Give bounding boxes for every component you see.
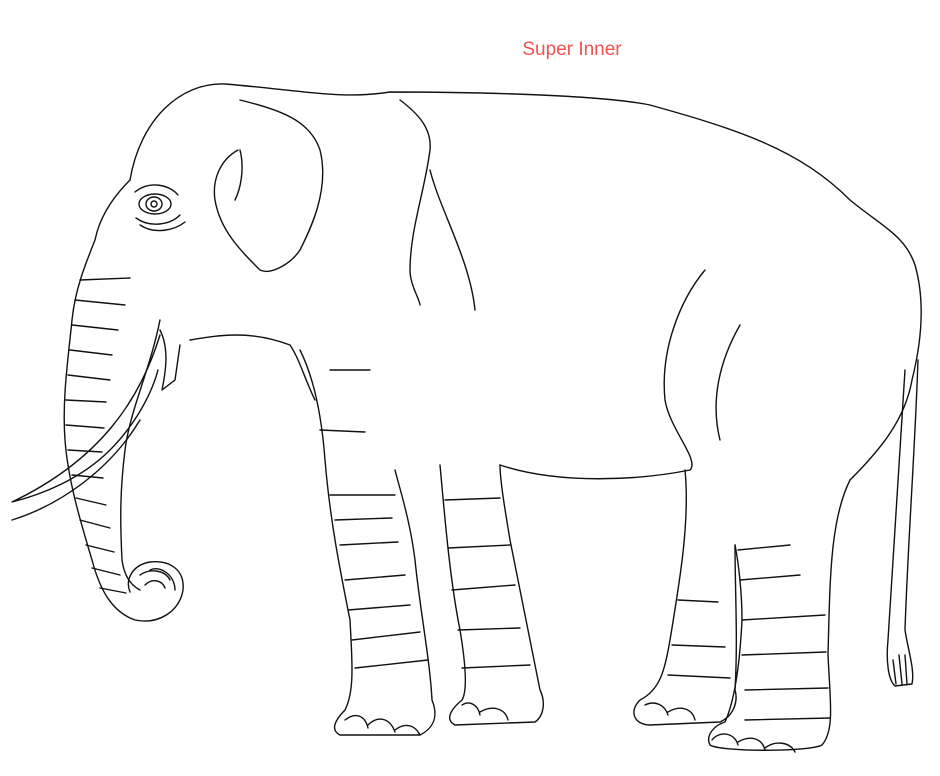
front-leg-near-rings [319, 369, 429, 669]
hind-toes-near [711, 733, 796, 753]
trunk-inner [120, 319, 161, 591]
back-outline [129, 83, 922, 481]
shoulder [399, 99, 476, 311]
ear [213, 99, 324, 272]
belly [499, 269, 741, 480]
hind-leg-far-rings [667, 599, 731, 679]
trunk-rings [65, 277, 131, 594]
tail-tuft [892, 654, 908, 685]
eye-iris [145, 196, 163, 212]
hind-leg-near [708, 479, 851, 751]
eye [138, 193, 172, 215]
hind-leg-far [633, 469, 738, 726]
hind-leg-near-rings [737, 544, 831, 721]
front-leg-far-rings [444, 497, 531, 669]
tusk [11, 334, 161, 521]
front-leg-far [439, 464, 544, 726]
elephant-drawing [11, 83, 922, 753]
tail [886, 359, 919, 687]
hind-toes-far [644, 702, 696, 721]
eye-wrinkles [134, 184, 186, 232]
caption: Super Inner [522, 39, 622, 60]
front-leg-near [299, 349, 436, 736]
front-toes-far [461, 702, 509, 721]
eye-pupil [150, 200, 158, 208]
chin [189, 334, 316, 401]
trunk-curl [139, 568, 176, 591]
trunk-outer [63, 179, 184, 622]
front-toes-near [344, 714, 421, 736]
ear-folds [159, 149, 243, 391]
